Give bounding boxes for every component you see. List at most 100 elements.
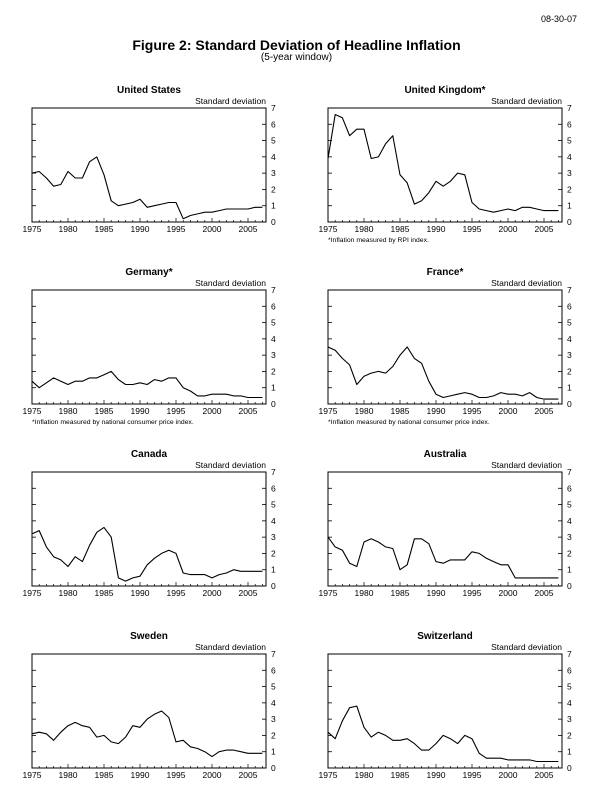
plot-frame <box>31 471 267 587</box>
x-tick-label: 1990 <box>131 770 150 780</box>
x-tick-label: 1975 <box>23 770 42 780</box>
y-tick-label: 6 <box>567 119 572 129</box>
y-tick-label: 5 <box>567 136 572 146</box>
y-tick-label: 2 <box>271 730 276 740</box>
x-tick-label: 1995 <box>463 588 482 598</box>
x-tick-label: 1995 <box>167 588 186 598</box>
x-tick-label: 1990 <box>427 406 446 416</box>
y-tick-label: 7 <box>271 103 276 113</box>
y-axis-label: Standard deviation <box>195 460 266 470</box>
y-axis-label: Standard deviation <box>491 96 562 106</box>
footnote: *Inflation measured by national consumer… <box>328 419 490 426</box>
x-tick-label: 2000 <box>203 224 222 234</box>
x-tick-label: 1980 <box>59 224 78 234</box>
y-tick-label: 5 <box>271 136 276 146</box>
series-line <box>327 705 559 763</box>
y-tick-label: 3 <box>567 168 572 178</box>
y-tick-label: 0 <box>567 581 572 591</box>
x-tick-label: 1995 <box>463 224 482 234</box>
y-tick-label: 0 <box>271 763 276 773</box>
y-tick-label: 2 <box>271 548 276 558</box>
y-tick-label: 0 <box>567 763 572 773</box>
x-tick-label: 1990 <box>131 224 150 234</box>
series-line <box>327 346 559 400</box>
panel-australia: Australia Standard deviation 0 1 2 3 4 5 6 7 1975 1… <box>319 449 572 598</box>
y-tick-label: 4 <box>567 334 572 344</box>
y-tick-label: 5 <box>567 682 572 692</box>
y-tick-label: 5 <box>271 318 276 328</box>
panel-title: Sweden <box>130 631 168 642</box>
x-tick-label: 1980 <box>59 406 78 416</box>
x-tick-label: 2005 <box>239 588 258 598</box>
panel-canada: Canada Standard deviation 0 1 2 3 4 5 6 7 1975 1980… <box>23 449 276 598</box>
panel-title: Germany* <box>125 267 172 278</box>
x-tick-label: 1985 <box>95 224 114 234</box>
x-tick-label: 1990 <box>427 224 446 234</box>
x-tick-label: 1975 <box>23 588 42 598</box>
x-tick-label: 2005 <box>239 770 258 780</box>
y-tick-label: 0 <box>271 399 276 409</box>
y-tick-label: 2 <box>271 184 276 194</box>
y-tick-label: 1 <box>567 201 572 211</box>
panel-title: France* <box>427 267 464 278</box>
y-tick-label: 2 <box>567 184 572 194</box>
y-tick-label: 1 <box>271 747 276 757</box>
x-tick-label: 2005 <box>239 224 258 234</box>
y-tick-label: 3 <box>271 714 276 724</box>
y-tick-label: 6 <box>271 301 276 311</box>
x-tick-label: 1975 <box>319 406 338 416</box>
y-tick-label: 1 <box>567 383 572 393</box>
date-stamp: 08-30-07 <box>541 14 578 24</box>
y-tick-label: 3 <box>271 350 276 360</box>
x-tick-label: 2005 <box>239 406 258 416</box>
x-tick-label: 1985 <box>391 406 410 416</box>
y-tick-label: 6 <box>271 665 276 675</box>
y-tick-label: 1 <box>271 565 276 575</box>
x-tick-label: 1980 <box>355 224 374 234</box>
x-tick-label: 2000 <box>203 588 222 598</box>
footnote: *Inflation measured by RPI index. <box>328 237 429 244</box>
y-tick-label: 7 <box>271 467 276 477</box>
y-tick-label: 1 <box>567 565 572 575</box>
x-tick-label: 1990 <box>427 770 446 780</box>
y-axis-label: Standard deviation <box>195 96 266 106</box>
y-tick-label: 7 <box>271 649 276 659</box>
x-tick-label: 1990 <box>131 588 150 598</box>
x-tick-label: 1995 <box>167 224 186 234</box>
panel-title: Switzerland <box>417 631 473 642</box>
plot-frame <box>31 107 267 223</box>
panel-sweden: Sweden Standard deviation 0 1 2 3 4 5 6 7 1975 1980… <box>23 631 276 780</box>
x-tick-label: 2005 <box>535 406 554 416</box>
y-tick-label: 2 <box>567 730 572 740</box>
y-axis-label: Standard deviation <box>491 460 562 470</box>
y-tick-label: 2 <box>567 548 572 558</box>
x-tick-label: 1975 <box>23 224 42 234</box>
x-tick-label: 2005 <box>535 224 554 234</box>
y-tick-label: 6 <box>271 483 276 493</box>
y-tick-label: 4 <box>271 152 276 162</box>
x-tick-label: 1980 <box>59 588 78 598</box>
x-tick-label: 1985 <box>391 224 410 234</box>
y-tick-label: 6 <box>567 665 572 675</box>
y-tick-label: 4 <box>271 516 276 526</box>
y-axis-label: Standard deviation <box>195 278 266 288</box>
x-tick-label: 2000 <box>499 770 518 780</box>
x-tick-label: 2000 <box>203 770 222 780</box>
x-tick-label: 1995 <box>167 406 186 416</box>
y-tick-label: 7 <box>567 103 572 113</box>
y-tick-label: 2 <box>567 366 572 376</box>
x-tick-label: 1995 <box>463 770 482 780</box>
y-tick-label: 5 <box>271 682 276 692</box>
panel-title: United Kingdom* <box>404 85 485 96</box>
x-tick-label: 1980 <box>355 770 374 780</box>
y-axis-label: Standard deviation <box>491 642 562 652</box>
y-tick-label: 3 <box>271 532 276 542</box>
panel-title: Australia <box>424 449 467 460</box>
x-tick-label: 1995 <box>463 406 482 416</box>
y-tick-label: 3 <box>567 714 572 724</box>
x-tick-label: 2005 <box>535 588 554 598</box>
y-tick-label: 7 <box>567 285 572 295</box>
y-tick-label: 5 <box>567 500 572 510</box>
y-tick-label: 6 <box>567 483 572 493</box>
y-tick-label: 3 <box>567 350 572 360</box>
